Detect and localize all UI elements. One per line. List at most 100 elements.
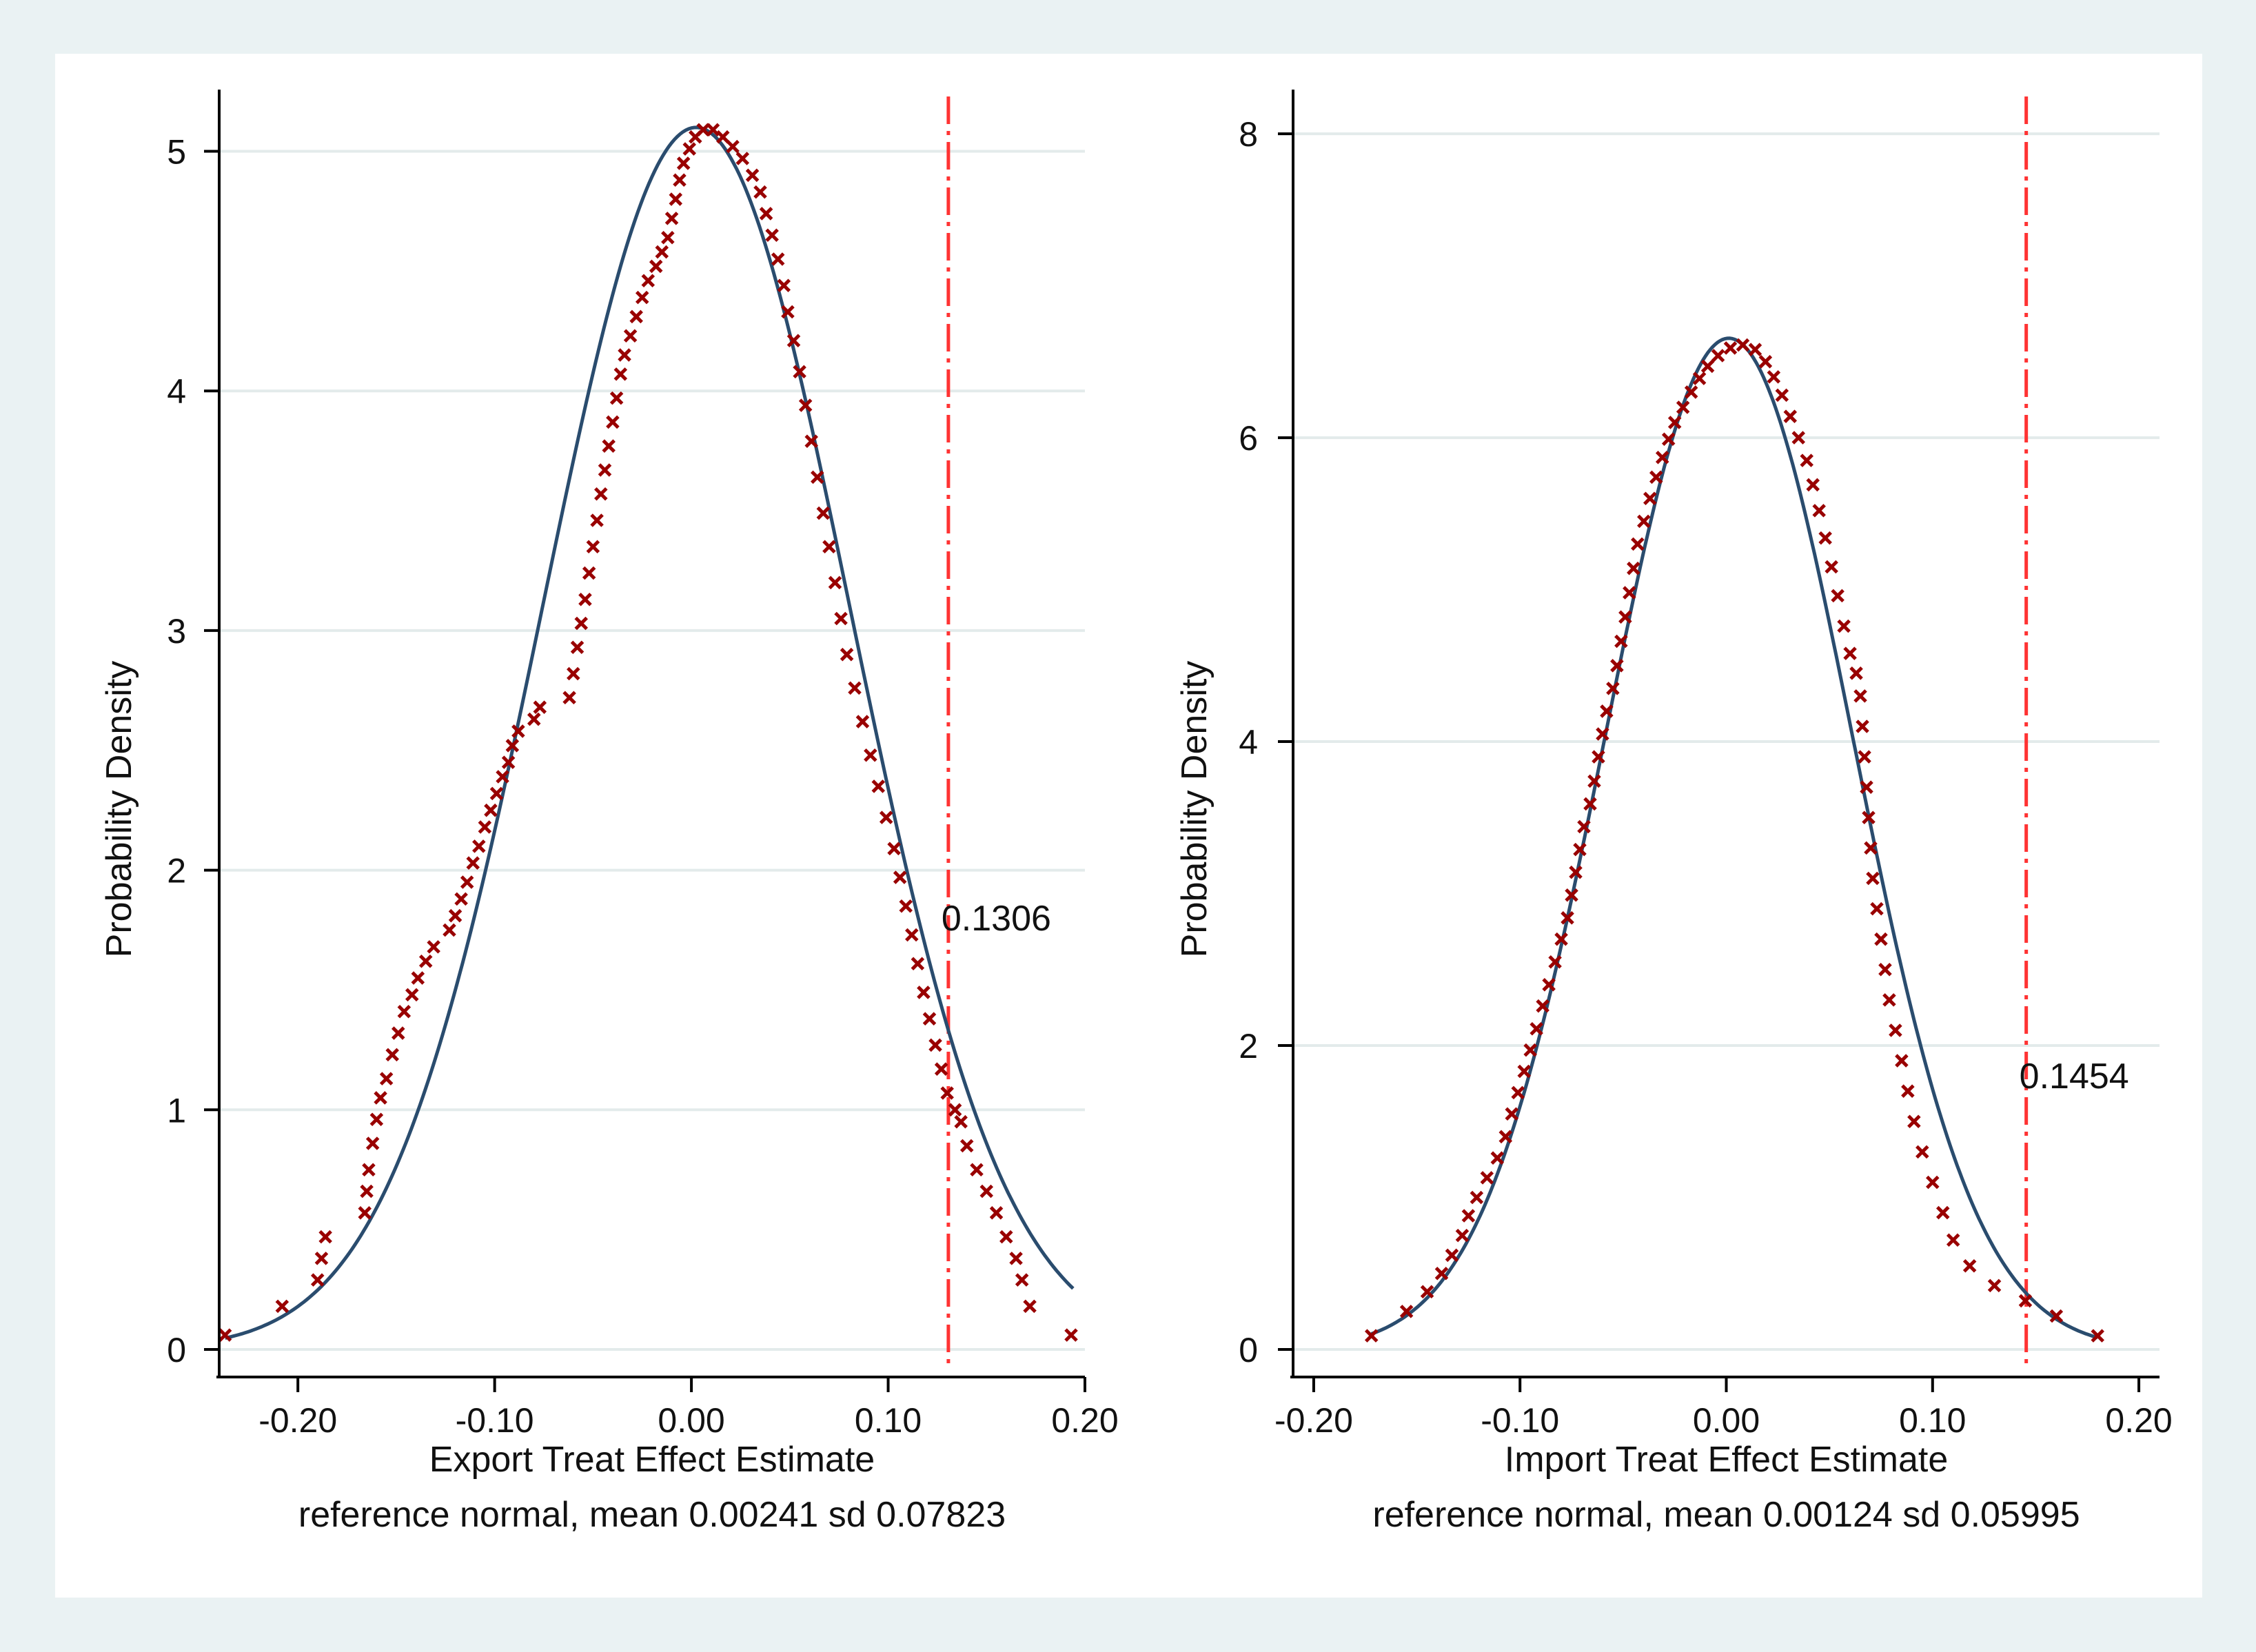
kde-point-marker [1364,1329,1379,1343]
kde-point-marker [879,810,893,824]
kde-point-marker [696,123,710,137]
kde-point-marker [1723,341,1738,355]
x-tick-label: -0.20 [258,1401,337,1440]
kde-point-marker [1676,400,1690,414]
kde-point-marker [505,739,520,753]
kde-point-marker [1837,619,1851,633]
kde-point-marker [706,123,720,137]
kde-point-marker [1461,1209,1476,1223]
kde-point-marker [397,1004,411,1019]
kde-point-marker [484,803,498,817]
kde-point-marker [1736,338,1750,352]
kde-point-marker [1889,1023,1902,1037]
kde-point-marker [979,1184,994,1199]
kde-point-marker [989,1206,1004,1220]
kde-point-marker [940,1086,954,1100]
kde-point-marker [1962,1258,1977,1273]
y-tick-label: 8 [1239,115,1258,154]
reference-line-label: 0.1454 [2020,1057,2129,1097]
kde-point-marker [828,575,842,590]
kde-point-marker [602,439,616,453]
kde-point-marker [1860,780,1873,794]
kde-point-marker [798,398,813,412]
kde-point-marker [864,748,877,762]
y-tick-label: 6 [1239,419,1258,458]
kde-point-marker [1470,1190,1484,1205]
x-tick-label: -0.20 [1274,1401,1353,1440]
y-tick-label: 5 [167,133,186,172]
kde-point-marker [369,1112,384,1126]
kde-point-marker [594,487,608,501]
kde-point-marker [777,278,791,293]
kde-point-marker [1853,689,1867,703]
kde-point-marker [1775,388,1789,402]
kde-point-marker [893,870,907,884]
kde-point-marker [1523,1043,1537,1057]
reference-normal-curve [1370,336,2098,1340]
kde-point-marker [899,899,913,913]
kde-point-marker [848,681,862,695]
kde-point-marker [999,1230,1013,1244]
kde-point-marker [1596,727,1609,741]
kde-point-marker [1536,999,1549,1013]
kde-point-marker [781,305,795,319]
kde-point-marker [574,616,589,631]
reference-line-label: 0.1306 [942,899,1051,939]
kde-point-marker [1856,720,1869,733]
kde-point-marker [1399,1305,1414,1318]
kde-point-marker [1800,453,1813,467]
kde-point-marker [1517,1064,1531,1079]
normal-curve-group [1370,336,2098,1340]
kde-point-marker [641,274,656,288]
kde-point-marker [786,334,801,347]
kde-point-marker [1548,955,1562,969]
kde-point-marker [1783,409,1798,423]
kde-point-marker [793,365,806,379]
kde-point-marker [1445,1248,1459,1263]
kde-point-marker [454,892,468,906]
kde-point-marker [1758,355,1773,369]
kde-point-marker [562,691,576,705]
kde-point-marker [501,755,516,769]
x-tick-label: -0.10 [1481,1401,1559,1440]
kde-point-marker [360,1184,374,1199]
kde-point-marker [582,566,596,580]
kde-point-marker [1583,797,1597,811]
kde-point-marker [460,875,474,889]
kde-point-marker [676,156,691,170]
kde-point-marker [1864,841,1878,855]
kde-point-marker [1023,1299,1037,1314]
kde-point-marker [613,367,628,381]
kde-point-marker [1661,432,1676,447]
kde-point-marker [1420,1285,1434,1298]
x-tick-label: 0.20 [2105,1401,2172,1440]
kde-point-marker [1987,1278,2002,1293]
x-tick-label: 0.00 [658,1401,724,1440]
kde-point-marker [1561,911,1574,925]
kde-point-marker [275,1299,289,1314]
reference-normal-note: reference normal, mean 0.00241 sd 0.0782… [298,1495,1006,1535]
kde-point-marker [1874,932,1888,946]
x-tick-label: 0.20 [1051,1401,1118,1440]
x-tick-label: 0.10 [855,1401,922,1440]
y-gridlines [219,150,1085,1351]
kde-point-marker [840,647,854,662]
kde-point-marker [1015,1273,1029,1287]
y-tick-label: 3 [167,612,186,651]
kde-point-marker [771,252,785,266]
kde-point-marker [1600,704,1614,718]
y-tick-label: 0 [167,1331,186,1369]
x-tick-label: 0.10 [1899,1401,1966,1440]
kde-point-marker [669,192,683,206]
x-axis-title: Import Treat Effect Estimate [1505,1440,1949,1480]
kde-point-marker [427,940,440,954]
kde-point-marker [1573,842,1587,857]
kde-point-marker [1592,750,1605,764]
kde-point-marker [855,715,870,728]
export-density-panel: 0 1 2 3 4 5 -0.20 -0.10 0.00 0.10 0.20 0.1306 Expo… [99,90,1119,1535]
kde-point-marker [1587,774,1601,788]
kde-point-marker [472,839,486,853]
kde-point-marker [1610,659,1624,673]
kde-point-marker [1064,1328,1078,1342]
kde-point-marker [527,712,541,726]
